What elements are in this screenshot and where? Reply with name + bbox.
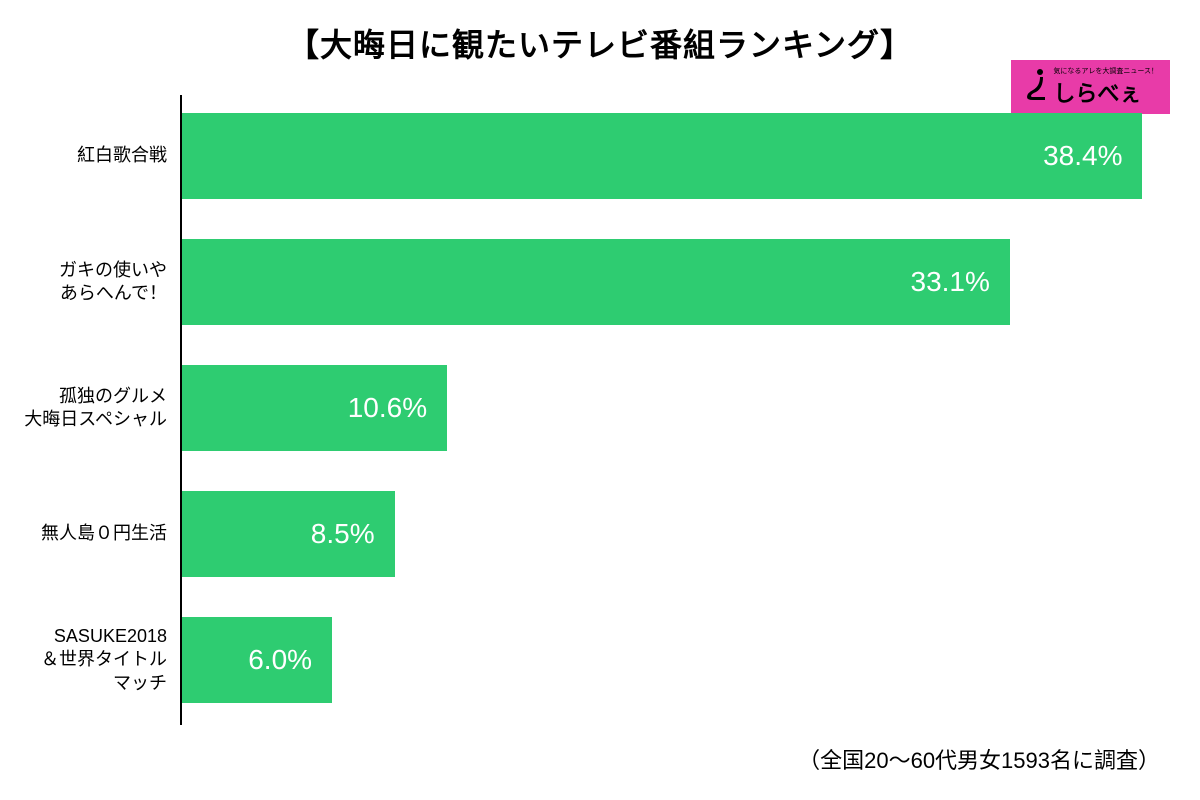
bar-chart: 紅白歌合戦38.4% ガキの使いや あらへんで！33.1% 孤独のグルメ 大晦日スペ…	[180, 95, 1170, 725]
bar: 6.0%	[182, 617, 332, 703]
bar-row: 紅白歌合戦38.4%	[182, 113, 1170, 199]
category-label: 紅白歌合戦	[12, 144, 182, 167]
chart-title: 【大晦日に観たいテレビ番組ランキング】	[0, 0, 1200, 66]
bar-row: 孤独のグルメ 大晦日スペシャル10.6%	[182, 365, 1170, 451]
category-label: SASUKE2018 ＆世界タイトル マッチ	[12, 625, 182, 695]
bar-row: 無人島０円生活8.5%	[182, 491, 1170, 577]
category-label: ガキの使いや あらへんで！	[12, 259, 182, 306]
bar-row: ガキの使いや あらへんで！33.1%	[182, 239, 1170, 325]
bar: 33.1%	[182, 239, 1010, 325]
bar: 38.4%	[182, 113, 1142, 199]
logo-subtitle: 気になるアレを大調査ニュース！	[1053, 66, 1158, 76]
survey-footnote: （全国20〜60代男女1593名に調査）	[798, 743, 1160, 775]
bar: 8.5%	[182, 491, 395, 577]
bar-row: SASUKE2018 ＆世界タイトル マッチ6.0%	[182, 617, 1170, 703]
category-label: 孤独のグルメ 大晦日スペシャル	[12, 385, 182, 432]
bar: 10.6%	[182, 365, 447, 451]
category-label: 無人島０円生活	[12, 522, 182, 545]
